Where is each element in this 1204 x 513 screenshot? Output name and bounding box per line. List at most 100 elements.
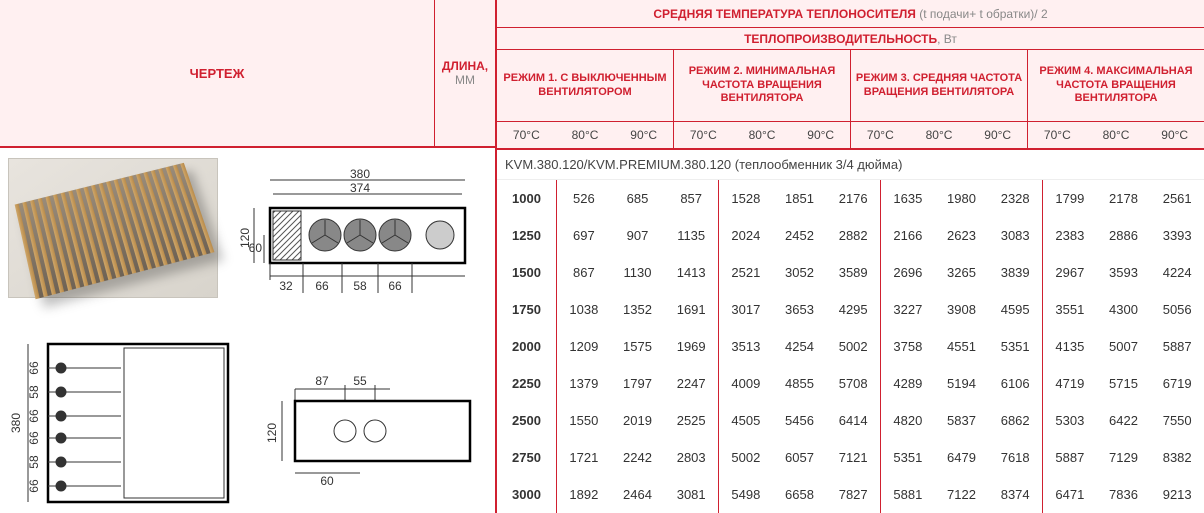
data-cell: 5715	[1097, 365, 1151, 402]
length-cell: 1000	[497, 180, 556, 217]
temp-80: 80°C	[733, 122, 792, 148]
data-cell: 5498	[719, 476, 773, 513]
data-cell: 3908	[935, 291, 989, 328]
data-cell: 8374	[988, 476, 1042, 513]
temp-group-2: 70°C 80°C 90°C	[674, 122, 851, 148]
temp-group-4: 70°C 80°C 90°C	[1028, 122, 1204, 148]
table-row: 428951946106	[881, 365, 1042, 402]
length-cell: 1750	[497, 291, 556, 328]
table-row: 86711301413	[557, 254, 718, 291]
dim-60: 60	[249, 241, 263, 255]
data-cell: 5303	[1043, 402, 1097, 439]
length-cell: 2500	[497, 402, 556, 439]
data-cell: 7550	[1150, 402, 1204, 439]
tech-drawing-side: 87 55 120 60	[260, 373, 475, 488]
dim-s66c: 66	[27, 431, 41, 445]
data-cell: 1379	[557, 365, 611, 402]
table-row: 163519802328	[881, 180, 1042, 217]
data-cell: 907	[611, 217, 665, 254]
data-cell: 6471	[1043, 476, 1097, 513]
data-cell: 3551	[1043, 291, 1097, 328]
table-row: 179921782561	[1043, 180, 1204, 217]
temp-90: 90°C	[791, 122, 850, 148]
data-cell: 526	[557, 180, 611, 217]
data-cell: 4595	[988, 291, 1042, 328]
length-unit: ММ	[455, 73, 475, 87]
length-cell: 1500	[497, 254, 556, 291]
data-cell: 1635	[881, 180, 935, 217]
data-cell: 1691	[664, 291, 718, 328]
data-cell: 2019	[611, 402, 665, 439]
table-row: 588171228374	[881, 476, 1042, 513]
data-cell: 685	[611, 180, 665, 217]
length-column: 100012501500175020002250250027503000	[497, 180, 557, 513]
table-row: 296735934224	[1043, 254, 1204, 291]
data-cell: 1980	[935, 180, 989, 217]
data-cell: 5881	[881, 476, 935, 513]
data-cell: 5056	[1150, 291, 1204, 328]
data-cell: 1528	[719, 180, 773, 217]
data-cell: 2383	[1043, 217, 1097, 254]
drawing-header: ЧЕРТЕЖ	[0, 0, 435, 148]
table-row: 152818512176	[719, 180, 880, 217]
table-row: 413550075887	[1043, 328, 1204, 365]
dim-v120: 120	[265, 423, 279, 443]
heat-output-unit: , Вт	[937, 32, 957, 46]
data-cell: 857	[664, 180, 718, 217]
product-render	[8, 158, 218, 298]
data-cell: 5002	[826, 328, 880, 365]
data-cell: 2623	[935, 217, 989, 254]
data-cell: 2176	[826, 180, 880, 217]
dim-v60: 60	[320, 474, 334, 488]
data-cell: 4009	[719, 365, 773, 402]
table-row: 588771298382	[1043, 439, 1204, 476]
table-row: 172122422803	[557, 439, 718, 476]
table-row: 6979071135	[557, 217, 718, 254]
dim-s66b: 66	[27, 409, 41, 423]
dim-87: 87	[315, 374, 329, 388]
data-cell: 5007	[1097, 328, 1151, 365]
right-header: СРЕДНЯЯ ТЕМПЕРАТУРА ТЕПЛОНОСИТЕЛЯ (t под…	[497, 0, 1204, 150]
mode-2-header: РЕЖИМ 2. МИНИМАЛЬНАЯ ЧАСТОТА ВРАЩЕНИЯ ВЕ…	[674, 50, 851, 122]
data-cell: 1209	[557, 328, 611, 365]
data-cell: 3052	[773, 254, 827, 291]
data-cell: 2696	[881, 254, 935, 291]
dim-s58b: 58	[27, 455, 41, 469]
mode-3-col: 1635198023282166262330832696326538393227…	[881, 180, 1043, 513]
data-cell: 1797	[611, 365, 665, 402]
data-cell: 2242	[611, 439, 665, 476]
length-cell: 3000	[497, 476, 556, 513]
table-row: 549866587827	[719, 476, 880, 513]
table-row: 103813521691	[557, 291, 718, 328]
mode-4-col: 1799217825612383288633932967359342243551…	[1043, 180, 1204, 513]
data-cell: 5887	[1043, 439, 1097, 476]
dim-374: 374	[350, 181, 370, 195]
data-cell: 2178	[1097, 180, 1151, 217]
data-cell: 2024	[719, 217, 773, 254]
data-cell: 4300	[1097, 291, 1151, 328]
table-row: 355143005056	[1043, 291, 1204, 328]
temp-70: 70°C	[1028, 122, 1087, 148]
drawing-area: 380 374	[0, 148, 495, 511]
data-cell: 3083	[988, 217, 1042, 254]
data-cell: 2882	[826, 217, 880, 254]
dim-66b: 66	[388, 279, 402, 293]
data-cell: 5194	[935, 365, 989, 402]
temp-90: 90°C	[1145, 122, 1204, 148]
temp-90: 90°C	[968, 122, 1027, 148]
dim-side-380: 380	[9, 413, 23, 433]
data-cell: 7618	[988, 439, 1042, 476]
data-cell: 3265	[935, 254, 989, 291]
table-row: 269632653839	[881, 254, 1042, 291]
data-cell: 6414	[826, 402, 880, 439]
data-cell: 3017	[719, 291, 773, 328]
data-cell: 1352	[611, 291, 665, 328]
left-header: ЧЕРТЕЖ ДЛИНА, ММ	[0, 0, 495, 148]
table-row: 500260577121	[719, 439, 880, 476]
data-cell: 7129	[1097, 439, 1151, 476]
data-cell: 4855	[773, 365, 827, 402]
heat-output-header: ТЕПЛОПРОИЗВОДИТЕЛЬНОСТЬ , Вт	[497, 28, 1204, 50]
data-cell: 6862	[988, 402, 1042, 439]
data-cell: 6057	[773, 439, 827, 476]
data-cell: 3593	[1097, 254, 1151, 291]
